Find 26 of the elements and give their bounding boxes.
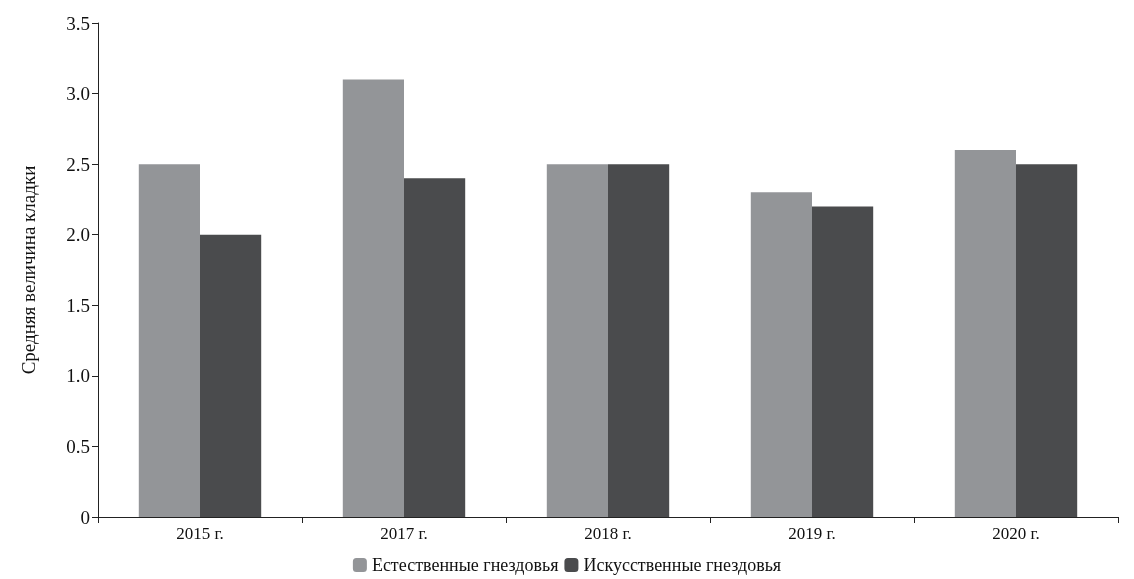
y-tick-label: 0 [80,506,90,528]
bar [200,234,262,517]
bar [342,79,404,517]
bar [812,206,874,517]
y-tick-label: 2.0 [66,224,90,246]
y-tick-label: 3.0 [66,83,90,105]
y-axis-title: Средняя величина кладки [18,165,39,375]
x-tick-label: 2018 г. [584,524,632,543]
x-tick-label: 2015 г. [176,524,224,543]
bar [404,178,466,517]
legend-label: Искусственные гнездовья [583,555,782,575]
y-tick-label: 1.5 [66,294,90,316]
y-tick-label: 0.5 [66,435,90,457]
x-tick-label: 2020 г. [992,524,1040,543]
x-tick-label: 2017 г. [380,524,428,543]
bar [546,164,608,517]
x-tick-label: 2019 г. [788,524,836,543]
bar [608,164,670,517]
bar [1016,164,1078,517]
bar [750,192,812,517]
y-tick-label: 1.0 [66,365,90,387]
bar [954,150,1016,517]
y-tick-label: 2.5 [66,153,90,175]
legend-label: Естественные гнездовья [371,555,559,575]
bar [138,164,200,517]
y-tick-label: 3.5 [66,12,90,34]
